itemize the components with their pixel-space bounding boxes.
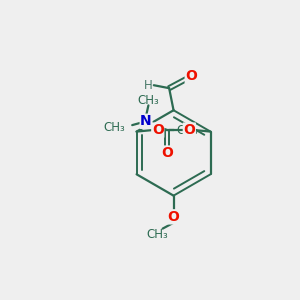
Text: O: O [168, 210, 179, 224]
Text: O: O [183, 123, 195, 137]
Text: H: H [144, 79, 153, 92]
Text: CH₃: CH₃ [146, 228, 168, 241]
Text: O: O [152, 123, 164, 137]
Text: CH₃: CH₃ [103, 121, 125, 134]
Text: CH₃: CH₃ [137, 94, 159, 106]
Text: N: N [140, 114, 152, 128]
Text: O: O [161, 146, 173, 160]
Text: CH₃: CH₃ [176, 124, 198, 136]
Text: O: O [185, 69, 197, 83]
